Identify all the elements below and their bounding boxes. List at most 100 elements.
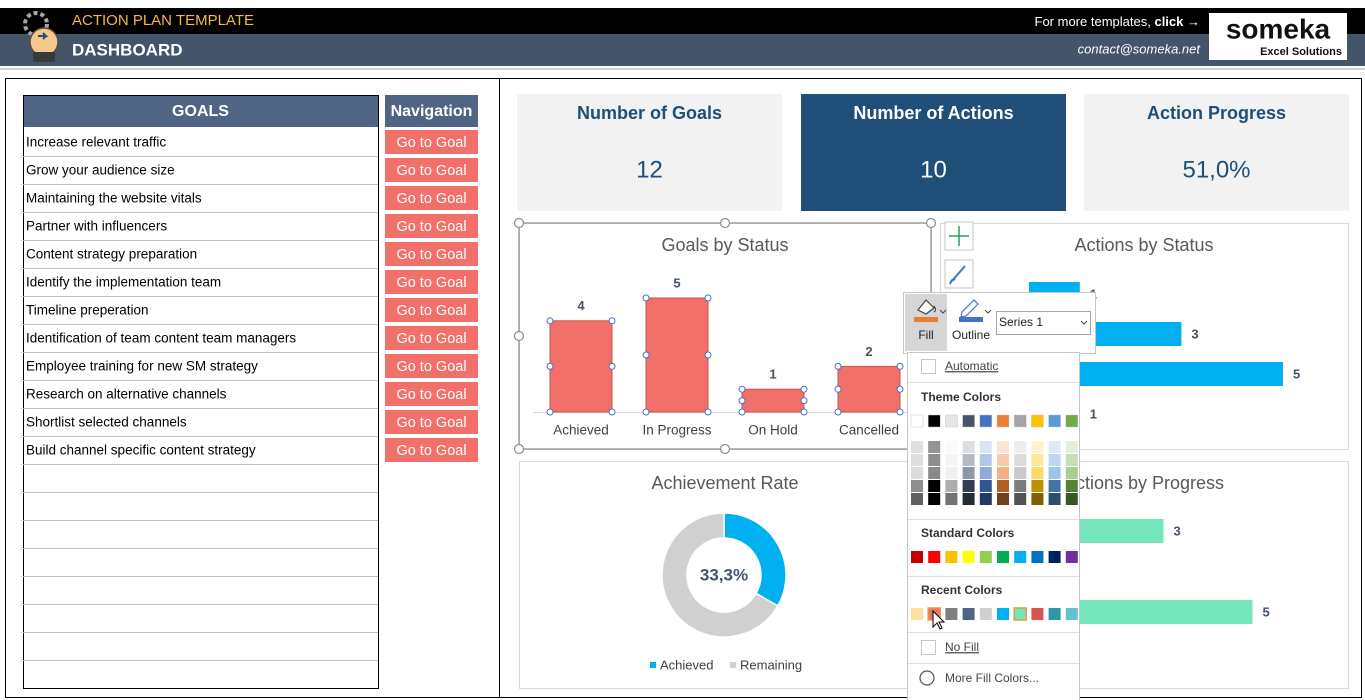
theme-shade-swatch[interactable] xyxy=(1048,480,1061,492)
theme-shade-swatch[interactable] xyxy=(1031,441,1044,453)
go-to-goal-button[interactable] xyxy=(385,214,478,238)
theme-shade-swatch[interactable] xyxy=(997,493,1009,505)
theme-shade-swatch[interactable] xyxy=(1065,454,1078,466)
theme-shade-swatch[interactable] xyxy=(962,493,975,505)
theme-shade-swatch[interactable] xyxy=(1014,441,1027,453)
theme-shade-swatch[interactable] xyxy=(962,441,975,453)
recent-swatch[interactable] xyxy=(911,608,923,620)
recent-swatch[interactable] xyxy=(945,608,958,620)
menu-automatic[interactable]: Automatic xyxy=(945,359,998,373)
theme-shade-swatch[interactable] xyxy=(962,480,975,492)
go-to-goal-button[interactable] xyxy=(385,298,478,322)
go-to-goal-button[interactable] xyxy=(385,410,478,434)
standard-swatch[interactable] xyxy=(962,551,975,563)
go-to-goal-button[interactable] xyxy=(385,130,478,154)
theme-swatch[interactable] xyxy=(962,414,975,428)
theme-shade-swatch[interactable] xyxy=(945,454,958,466)
selection-handle[interactable] xyxy=(719,443,731,455)
theme-shade-swatch[interactable] xyxy=(1065,493,1078,505)
theme-shade-swatch[interactable] xyxy=(945,480,958,492)
theme-shade-swatch[interactable] xyxy=(911,467,923,479)
standard-swatch[interactable] xyxy=(997,551,1009,563)
go-to-goal-button[interactable] xyxy=(385,438,478,462)
go-to-goal-label[interactable]: Go to Goal xyxy=(396,219,466,235)
theme-shade-swatch[interactable] xyxy=(1065,480,1078,492)
outline-pen-icon[interactable] xyxy=(960,299,979,318)
bar[interactable] xyxy=(837,365,901,413)
go-to-goal-label[interactable]: Go to Goal xyxy=(396,163,466,179)
bar[interactable] xyxy=(645,297,709,413)
theme-shade-swatch[interactable] xyxy=(979,480,992,492)
theme-shade-swatch[interactable] xyxy=(1014,480,1027,492)
theme-shade-swatch[interactable] xyxy=(1031,454,1044,466)
recent-swatch[interactable] xyxy=(979,608,992,620)
go-to-goal-label[interactable]: Go to Goal xyxy=(396,135,466,151)
recent-swatch[interactable] xyxy=(1065,608,1078,620)
go-to-goal-label[interactable]: Go to Goal xyxy=(396,331,466,347)
go-to-goal-label[interactable]: Go to Goal xyxy=(396,275,466,291)
theme-swatch[interactable] xyxy=(996,414,1010,428)
menu-no-fill[interactable]: No Fill xyxy=(945,640,979,654)
theme-shade-swatch[interactable] xyxy=(1014,467,1027,479)
standard-swatch[interactable] xyxy=(911,551,923,563)
go-to-goal-button[interactable] xyxy=(385,354,478,378)
theme-shade-swatch[interactable] xyxy=(962,467,975,479)
theme-swatch[interactable] xyxy=(927,414,941,428)
go-to-goal-label[interactable]: Go to Goal xyxy=(396,415,466,431)
go-to-goal-button[interactable] xyxy=(385,270,478,294)
theme-shade-swatch[interactable] xyxy=(1065,441,1078,453)
theme-shade-swatch[interactable] xyxy=(1014,493,1027,505)
theme-shade-swatch[interactable] xyxy=(1048,441,1061,453)
series-dropdown[interactable] xyxy=(996,311,1091,335)
theme-shade-swatch[interactable] xyxy=(979,441,992,453)
recent-swatch[interactable] xyxy=(1013,607,1027,621)
theme-shade-swatch[interactable] xyxy=(997,441,1009,453)
theme-shade-swatch[interactable] xyxy=(1014,454,1027,466)
theme-shade-swatch[interactable] xyxy=(1048,467,1061,479)
go-to-goal-label[interactable]: Go to Goal xyxy=(396,191,466,207)
selection-handle[interactable] xyxy=(513,443,525,455)
selection-handle[interactable] xyxy=(925,217,937,229)
theme-shade-swatch[interactable] xyxy=(962,454,975,466)
standard-swatch[interactable] xyxy=(979,551,992,563)
theme-shade-swatch[interactable] xyxy=(1031,467,1044,479)
go-to-goal-label[interactable]: Go to Goal xyxy=(396,359,466,375)
contact-email[interactable]: contact@someka.net xyxy=(1078,41,1202,56)
menu-more-colors[interactable]: More Fill Colors... xyxy=(945,671,1039,685)
selection-handle[interactable] xyxy=(513,330,525,342)
standard-swatch[interactable] xyxy=(1014,551,1027,563)
theme-shade-swatch[interactable] xyxy=(1031,480,1044,492)
theme-shade-swatch[interactable] xyxy=(997,480,1009,492)
standard-swatch[interactable] xyxy=(928,551,941,563)
theme-shade-swatch[interactable] xyxy=(911,480,923,492)
standard-swatch[interactable] xyxy=(1065,551,1078,563)
selection-handle[interactable] xyxy=(513,217,525,229)
selection-handle[interactable] xyxy=(719,217,731,229)
theme-shade-swatch[interactable] xyxy=(979,467,992,479)
theme-shade-swatch[interactable] xyxy=(945,441,958,453)
theme-swatch[interactable] xyxy=(910,414,924,428)
theme-shade-swatch[interactable] xyxy=(997,454,1009,466)
theme-shade-swatch[interactable] xyxy=(997,467,1009,479)
standard-swatch[interactable] xyxy=(945,551,958,563)
bar[interactable] xyxy=(549,320,613,413)
standard-swatch[interactable] xyxy=(1031,551,1044,563)
theme-shade-swatch[interactable] xyxy=(911,454,923,466)
standard-swatch[interactable] xyxy=(1048,551,1061,563)
theme-shade-swatch[interactable] xyxy=(945,493,958,505)
recent-swatch[interactable] xyxy=(962,608,975,620)
recent-swatch[interactable] xyxy=(1048,608,1061,620)
theme-swatch[interactable] xyxy=(1031,414,1044,428)
go-to-goal-label[interactable]: Go to Goal xyxy=(396,303,466,319)
theme-shade-swatch[interactable] xyxy=(979,493,992,505)
theme-shade-swatch[interactable] xyxy=(979,454,992,466)
go-to-goal-button[interactable] xyxy=(385,382,478,406)
more-templates-link[interactable]: click → xyxy=(1154,14,1200,29)
theme-shade-swatch[interactable] xyxy=(928,493,941,505)
theme-swatch[interactable] xyxy=(1065,414,1079,428)
theme-swatch[interactable] xyxy=(1013,414,1027,428)
theme-swatch[interactable] xyxy=(979,414,993,428)
theme-shade-swatch[interactable] xyxy=(1031,493,1044,505)
theme-swatch[interactable] xyxy=(1048,414,1061,428)
recent-swatch[interactable] xyxy=(997,608,1009,620)
